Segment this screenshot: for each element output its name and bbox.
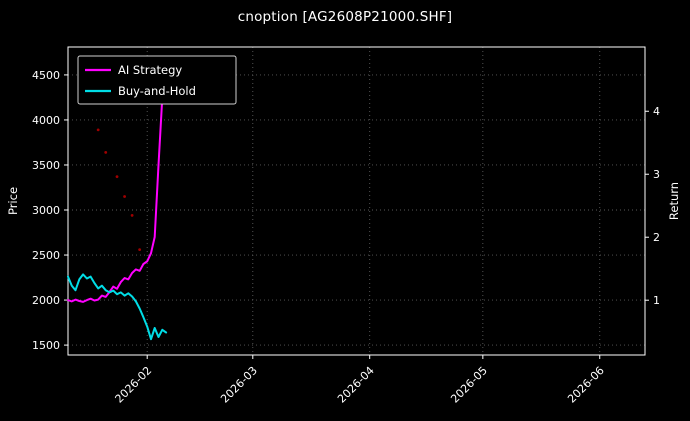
y-tick-label-right: 3	[653, 168, 660, 181]
signal-dot	[123, 195, 126, 198]
x-tick-label: 2026-04	[335, 364, 377, 406]
y-tick-label-left: 4500	[32, 69, 60, 82]
return-axis-label: Return	[667, 182, 681, 220]
chart-title: cnoption [AG2608P21000.SHF]	[237, 9, 453, 25]
price-axis-label: Price	[6, 187, 20, 215]
legend-label: AI Strategy	[118, 63, 182, 77]
y-tick-label-right: 4	[653, 105, 660, 118]
legend: AI Strategy Buy-and-Hold	[77, 55, 237, 105]
y-tick-label-left: 2000	[32, 294, 60, 307]
legend-box	[77, 55, 237, 105]
signal-dot	[130, 214, 134, 217]
legend-entry: Buy-and-Hold	[85, 84, 196, 98]
y-tick-label-left: 1500	[32, 339, 60, 352]
signal-dots-layer	[96, 128, 142, 252]
x-tick-label: 2026-05	[448, 364, 490, 406]
tick-marks	[64, 74, 649, 359]
y-tick-label-left: 4000	[32, 114, 60, 127]
signal-dot	[96, 128, 100, 132]
y-tick-label-right: 1	[653, 294, 660, 307]
legend-entry: AI Strategy	[85, 63, 182, 77]
x-tick-label: 2026-06	[565, 364, 607, 406]
legend-label: Buy-and-Hold	[118, 84, 196, 98]
series-line-ai-strategy	[67, 96, 164, 303]
x-tick-label: 2026-03	[218, 364, 260, 406]
y-tick-label-left: 3500	[32, 159, 60, 172]
y-tick-label-right: 2	[653, 231, 660, 244]
plot-border	[67, 46, 646, 356]
y-tick-label-left: 3000	[32, 204, 60, 217]
x-tick-label: 2026-02	[113, 364, 155, 406]
signal-dot	[104, 150, 108, 154]
signal-dot	[138, 248, 142, 252]
grid-layer	[68, 47, 645, 355]
signal-dot	[115, 175, 119, 179]
y-tick-label-left: 2500	[32, 249, 60, 262]
series-line-buy-and-hold	[67, 273, 168, 341]
